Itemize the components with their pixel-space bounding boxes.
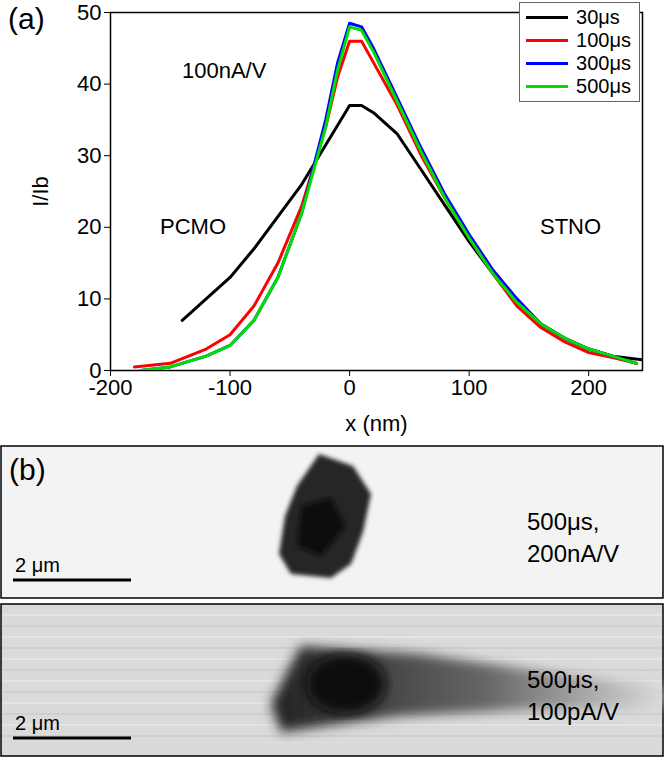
svg-text:50: 50 <box>77 0 101 25</box>
html-text:100μs: 100μs <box>576 29 631 51</box>
svg-text:-100: -100 <box>208 375 252 400</box>
svg-text:500μs,: 500μs, <box>527 508 600 535</box>
html-text:30μs: 30μs <box>576 6 620 28</box>
html-text:300μs: 300μs <box>576 52 631 74</box>
svg-text:2 μm: 2 μm <box>15 712 60 734</box>
svg-text:200nA/V: 200nA/V <box>527 540 619 567</box>
svg-text:500μs,: 500μs, <box>527 666 600 693</box>
svg-text:2 μm: 2 μm <box>15 554 60 576</box>
svg-text:0: 0 <box>343 375 355 400</box>
svg-text:I/Ib: I/Ib <box>28 176 53 207</box>
svg-text:100: 100 <box>451 375 488 400</box>
svg-text:20: 20 <box>77 214 101 239</box>
svg-text:10: 10 <box>77 286 101 311</box>
svg-text:100pA/V: 100pA/V <box>527 698 619 725</box>
html-text:500μs: 500μs <box>576 75 631 97</box>
html-text:STNO: STNO <box>540 214 602 239</box>
svg-text:x (nm): x (nm) <box>345 411 407 436</box>
html-text:100nA/V: 100nA/V <box>182 58 267 83</box>
svg-text:-200: -200 <box>88 375 132 400</box>
svg-text:0: 0 <box>89 357 102 383</box>
svg-text:30: 30 <box>77 143 101 168</box>
svg-text:40: 40 <box>77 71 101 96</box>
svg-text:(b): (b) <box>9 453 46 486</box>
html-text:PCMO: PCMO <box>160 214 226 239</box>
svg-text:200: 200 <box>570 375 607 400</box>
html-text:(a): (a) <box>8 2 45 35</box>
